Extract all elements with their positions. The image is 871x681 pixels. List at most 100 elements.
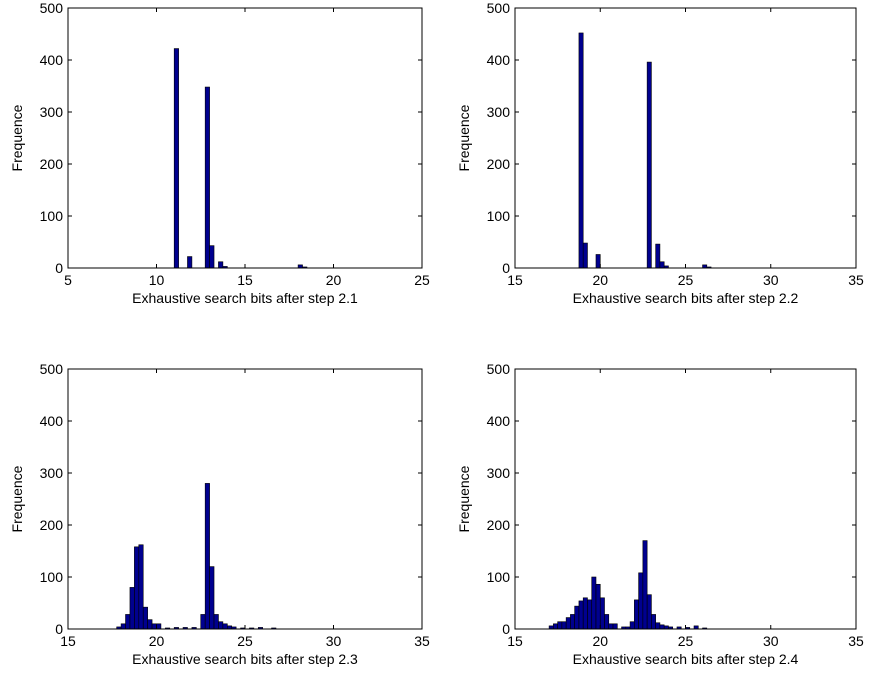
histogram-bar (642, 540, 648, 630)
y-tick-label: 500 (40, 361, 64, 377)
histogram-bar (209, 245, 215, 269)
histogram-bar (651, 614, 656, 630)
x-tick-label: 15 (237, 272, 253, 288)
histogram-bar (151, 623, 157, 630)
y-tick-label: 400 (487, 52, 511, 68)
x-tick-label: 15 (507, 272, 523, 288)
x-tick-label: 5 (64, 272, 72, 288)
chart-panel-4: 15 20 25 30 35 0 100 200 300 400 500 Exhaustive sea… (456, 361, 864, 667)
x-axis-label: Exhaustive search bits after step 2.3 (132, 651, 358, 667)
histogram-bar (655, 622, 661, 630)
y-tick-label: 500 (487, 0, 511, 16)
y-tick-label: 0 (502, 621, 510, 637)
histogram-bar (147, 619, 153, 630)
y-tick-label: 0 (55, 260, 63, 276)
histogram-bar (209, 566, 215, 630)
histogram-bar (120, 623, 126, 630)
y-tick-label: 400 (40, 52, 64, 68)
histogram-bar (187, 256, 193, 269)
y-tick-label: 100 (487, 208, 511, 224)
x-tick-label: 30 (326, 633, 342, 649)
x-tick-label: 20 (149, 633, 165, 649)
histogram-bar (200, 614, 206, 630)
histogram-bar (561, 621, 567, 630)
x-tick-label: 25 (237, 633, 253, 649)
histogram-bar (646, 61, 652, 269)
histogram-bar (595, 583, 601, 630)
y-tick-label: 0 (55, 621, 63, 637)
y-tick-label: 200 (40, 517, 64, 533)
histogram-bar (608, 623, 614, 630)
y-tick-label: 100 (487, 569, 511, 585)
histogram-bar (659, 624, 665, 630)
histogram-bar (129, 587, 135, 630)
axes-frame (67, 368, 423, 630)
histogram-bar (222, 623, 228, 630)
histogram-bar (213, 614, 219, 630)
histogram-bar (595, 254, 601, 269)
histogram-bar (218, 621, 224, 630)
axes-frame (67, 7, 423, 269)
axes-frame (514, 7, 857, 269)
histogram-bar (629, 621, 635, 630)
histogram-bar (634, 599, 639, 630)
y-axis-label: Frequence (9, 465, 25, 532)
y-tick-label: 300 (40, 465, 64, 481)
histogram-bar (591, 576, 597, 630)
histogram-bar (218, 261, 224, 269)
histogram-bar (125, 614, 131, 630)
x-tick-label: 15 (507, 633, 523, 649)
y-tick-label: 300 (40, 104, 64, 120)
x-axis-label: Exhaustive search bits after step 2.1 (132, 290, 358, 306)
histogram-bar (134, 546, 140, 630)
y-axis-label: Frequence (9, 104, 25, 171)
histogram-bar (655, 243, 661, 269)
histogram-bar (142, 606, 148, 630)
histogram-bar (578, 600, 584, 630)
x-tick-label: 35 (848, 272, 864, 288)
histogram-bar (138, 544, 144, 630)
histogram-bar (582, 242, 588, 269)
chart-panel-1: 5 10 15 20 25 0 100 200 300 400 500 Exhaustive sear… (9, 0, 430, 306)
y-tick-label: 200 (487, 156, 511, 172)
y-axis-label: Frequence (456, 104, 472, 171)
x-tick-label: 20 (592, 633, 608, 649)
y-tick-label: 500 (487, 361, 511, 377)
x-tick-label: 10 (149, 272, 165, 288)
x-axis-label: Exhaustive search bits after step 2.4 (573, 651, 799, 667)
y-tick-label: 400 (487, 413, 511, 429)
histogram-bar (646, 594, 652, 630)
x-tick-label: 20 (592, 272, 608, 288)
y-tick-label: 100 (40, 208, 64, 224)
histogram-bar (574, 605, 580, 630)
histogram-bar (659, 261, 665, 269)
histogram-bar (638, 572, 644, 630)
y-tick-label: 300 (487, 104, 511, 120)
x-tick-label: 25 (678, 272, 694, 288)
histogram-bar (587, 599, 593, 630)
histogram-bar (604, 614, 610, 630)
histogram-bar (204, 483, 210, 630)
histogram-bar (570, 614, 575, 630)
histogram-bar (204, 86, 210, 269)
y-tick-label: 200 (40, 156, 64, 172)
histogram-bar (553, 623, 558, 630)
chart-panel-2: 15 20 25 30 35 0 100 200 300 400 500 Exhaustive sea… (456, 0, 864, 306)
axes-frame (514, 368, 857, 630)
histogram-bar (612, 623, 618, 630)
x-tick-label: 25 (414, 272, 430, 288)
x-tick-label: 35 (414, 633, 430, 649)
y-tick-label: 500 (40, 0, 64, 16)
histogram-bar (173, 48, 179, 269)
x-tick-label: 30 (763, 633, 779, 649)
x-tick-label: 20 (326, 272, 342, 288)
y-tick-label: 400 (40, 413, 64, 429)
histogram-bar (557, 621, 563, 630)
histogram-bar (599, 597, 605, 630)
x-tick-label: 30 (763, 272, 779, 288)
y-tick-label: 0 (502, 260, 510, 276)
x-tick-label: 25 (678, 633, 694, 649)
x-tick-label: 35 (848, 633, 864, 649)
histogram-bar (565, 617, 571, 630)
